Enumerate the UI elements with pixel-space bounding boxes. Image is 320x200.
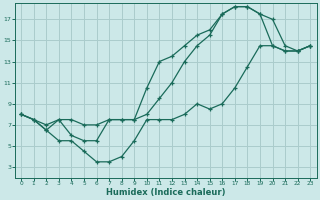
X-axis label: Humidex (Indice chaleur): Humidex (Indice chaleur) bbox=[106, 188, 225, 197]
